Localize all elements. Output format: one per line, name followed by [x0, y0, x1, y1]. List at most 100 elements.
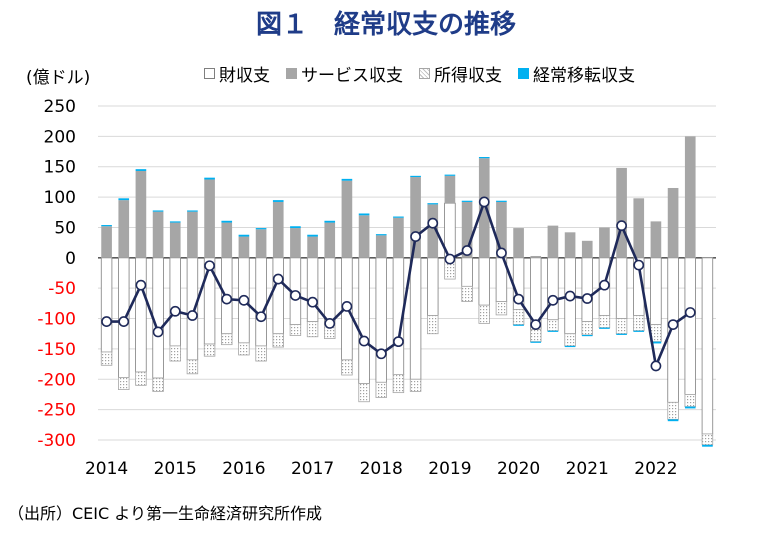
- y-tick-label: 250: [44, 97, 76, 117]
- bar-services: [118, 200, 130, 258]
- y-tick-label: -200: [37, 370, 76, 390]
- bar-services: [101, 226, 112, 258]
- legend-swatch-transfers: [518, 68, 529, 79]
- bar-services: [581, 240, 593, 258]
- bar-transfers: [650, 341, 662, 344]
- bar-income: [598, 315, 611, 329]
- x-tick-label: 2015: [154, 459, 197, 479]
- point-current-account: [478, 196, 490, 208]
- bar-services: [513, 228, 524, 258]
- bar-transfers: [599, 327, 610, 329]
- point-current-account: [599, 279, 610, 291]
- legend-label-income: 所得収支: [434, 66, 502, 86]
- bar-services: [358, 215, 370, 258]
- bar-goods: [547, 257, 559, 321]
- bar-goods: [255, 257, 267, 347]
- point-current-account: [204, 260, 215, 272]
- bar-transfers: [684, 406, 696, 409]
- bar-services: [599, 227, 610, 258]
- bar-income: [221, 333, 233, 346]
- point-current-account: [650, 360, 662, 372]
- bar-services: [341, 180, 353, 258]
- chart-legend: 財収支 サービス収支 所得収支 経常移転収支: [204, 61, 635, 86]
- bar-services: [633, 198, 645, 258]
- bar-goods: [615, 257, 628, 319]
- bar-income: [392, 374, 405, 394]
- bar-transfers: [324, 220, 336, 223]
- bar-transfers: [101, 225, 112, 227]
- bar-income: [667, 401, 679, 420]
- bar-transfers: [221, 220, 233, 223]
- bar-transfers: [564, 345, 576, 348]
- x-tick-label: 2020: [497, 459, 540, 479]
- bar-income: [272, 333, 284, 348]
- bar-transfers: [444, 174, 456, 176]
- bar-services: [375, 235, 387, 258]
- legend-label-goods: 財収支: [219, 66, 270, 86]
- bar-income: [530, 329, 542, 343]
- y-tick-label: 200: [44, 127, 76, 147]
- bar-transfers: [255, 228, 267, 230]
- bar-income: [564, 333, 576, 347]
- bar-income: [255, 345, 267, 362]
- bar-services: [410, 177, 421, 258]
- bar-income: [701, 433, 714, 446]
- point-current-account: [169, 305, 181, 317]
- bar-goods: [478, 257, 490, 306]
- point-current-account: [530, 319, 542, 331]
- x-tick-label: 2019: [428, 459, 471, 479]
- point-current-account: [393, 336, 404, 348]
- bar-transfers: [616, 333, 627, 335]
- bar-transfers: [547, 330, 559, 332]
- point-current-account: [461, 245, 473, 256]
- bar-goods: [358, 257, 370, 384]
- bar-transfers: [478, 157, 490, 159]
- bar-income: [633, 315, 645, 332]
- bar-transfers: [427, 203, 439, 205]
- bar-services: [324, 222, 336, 258]
- bar-income: [512, 309, 525, 326]
- bar-transfers: [152, 210, 164, 212]
- bar-goods: [306, 257, 319, 322]
- bar-transfers: [496, 200, 507, 202]
- y-tick-label: -50: [48, 279, 76, 299]
- bar-income: [135, 371, 147, 386]
- point-current-account: [616, 220, 627, 232]
- bar-income: [495, 301, 508, 316]
- bar-transfers: [135, 169, 147, 171]
- y-tick-label: 100: [44, 188, 76, 208]
- legend-swatch-services: [286, 68, 297, 79]
- bar-income: [358, 383, 370, 403]
- bar-transfers: [702, 444, 713, 447]
- bar-goods: [100, 257, 113, 353]
- bar-services: [152, 211, 164, 258]
- bar-services: [547, 225, 559, 258]
- bar-transfers: [410, 175, 421, 178]
- bar-goods: [701, 257, 714, 435]
- bar-transfers: [513, 324, 524, 326]
- y-tick-label: 50: [54, 218, 76, 238]
- point-current-account: [564, 290, 576, 302]
- bar-services: [255, 229, 267, 258]
- point-current-account: [255, 311, 267, 323]
- bar-goods: [152, 257, 164, 379]
- x-tick-label: 2021: [566, 459, 609, 479]
- bar-income: [169, 345, 181, 362]
- bar-transfers: [581, 334, 593, 337]
- bar-income: [409, 378, 422, 392]
- bar-services: [221, 222, 233, 258]
- bar-goods: [650, 257, 662, 326]
- point-current-account: [324, 318, 336, 329]
- bar-services: [530, 255, 542, 258]
- bar-services: [393, 217, 404, 258]
- bar-income: [289, 324, 302, 336]
- point-current-account: [496, 247, 507, 259]
- bar-goods: [186, 257, 199, 361]
- y-tick-label: -300: [37, 431, 76, 451]
- bar-income: [186, 359, 199, 375]
- bar-services: [204, 179, 215, 258]
- bar-goods: [667, 257, 679, 403]
- x-tick-label: 2017: [291, 459, 334, 479]
- bar-goods: [135, 257, 147, 373]
- point-current-account: [667, 319, 679, 331]
